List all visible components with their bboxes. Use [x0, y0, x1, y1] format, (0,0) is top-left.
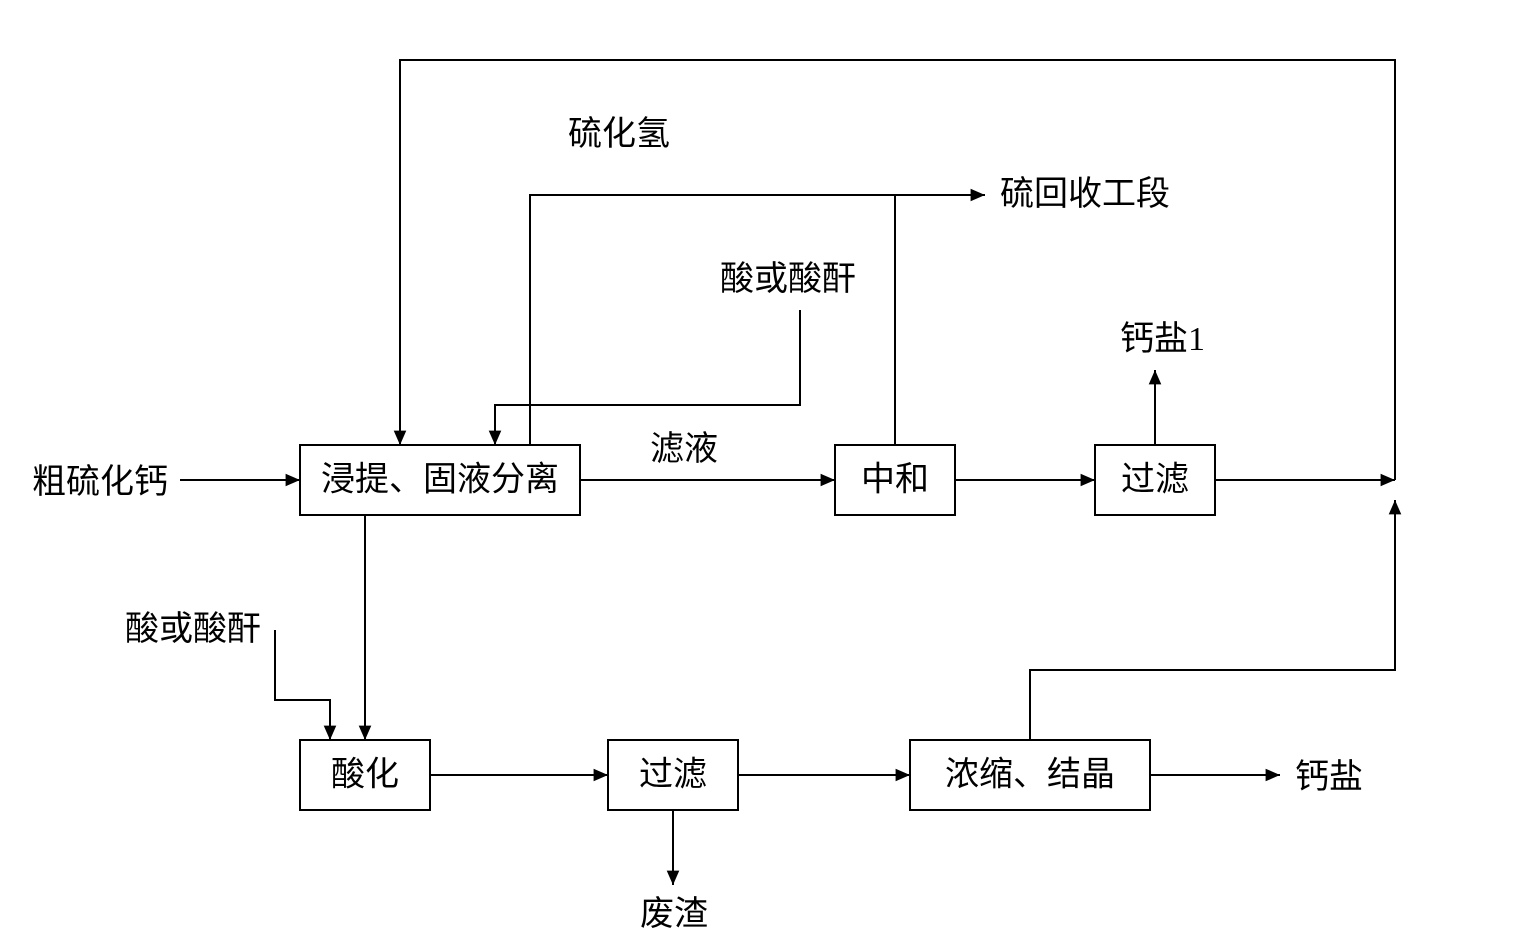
label-ca1: 钙盐1	[1120, 320, 1205, 358]
edge-acidtop-down-leach	[495, 310, 800, 445]
node-label-filt2: 过滤	[639, 756, 707, 794]
node-label-neut: 中和	[861, 461, 929, 499]
label-ca_salt: 钙盐	[1295, 758, 1363, 796]
label-filtrate: 滤液	[650, 430, 718, 468]
label-s_recover: 硫回收工段	[1000, 175, 1170, 213]
edge-leach-up-recover	[530, 195, 895, 445]
node-label-conc: 浓缩、结晶	[945, 756, 1115, 794]
edge-neut-up-recover	[895, 195, 985, 445]
label-waste: 废渣	[640, 895, 708, 933]
label-acid_in_top: 酸或酸酐	[720, 260, 856, 298]
edge-acidbot-to-acid	[275, 630, 330, 740]
node-label-filt1: 过滤	[1121, 461, 1189, 499]
label-acid_in_bot: 酸或酸酐	[125, 610, 261, 648]
label-crude: 粗硫化钙	[32, 463, 168, 501]
edge-top-recycle	[400, 60, 1395, 480]
edge-conc-up-recycle	[1030, 500, 1395, 740]
label-h2s: 硫化氢	[568, 115, 670, 153]
node-label-acid: 酸化	[331, 756, 399, 794]
node-label-leach: 浸提、固液分离	[321, 461, 559, 499]
